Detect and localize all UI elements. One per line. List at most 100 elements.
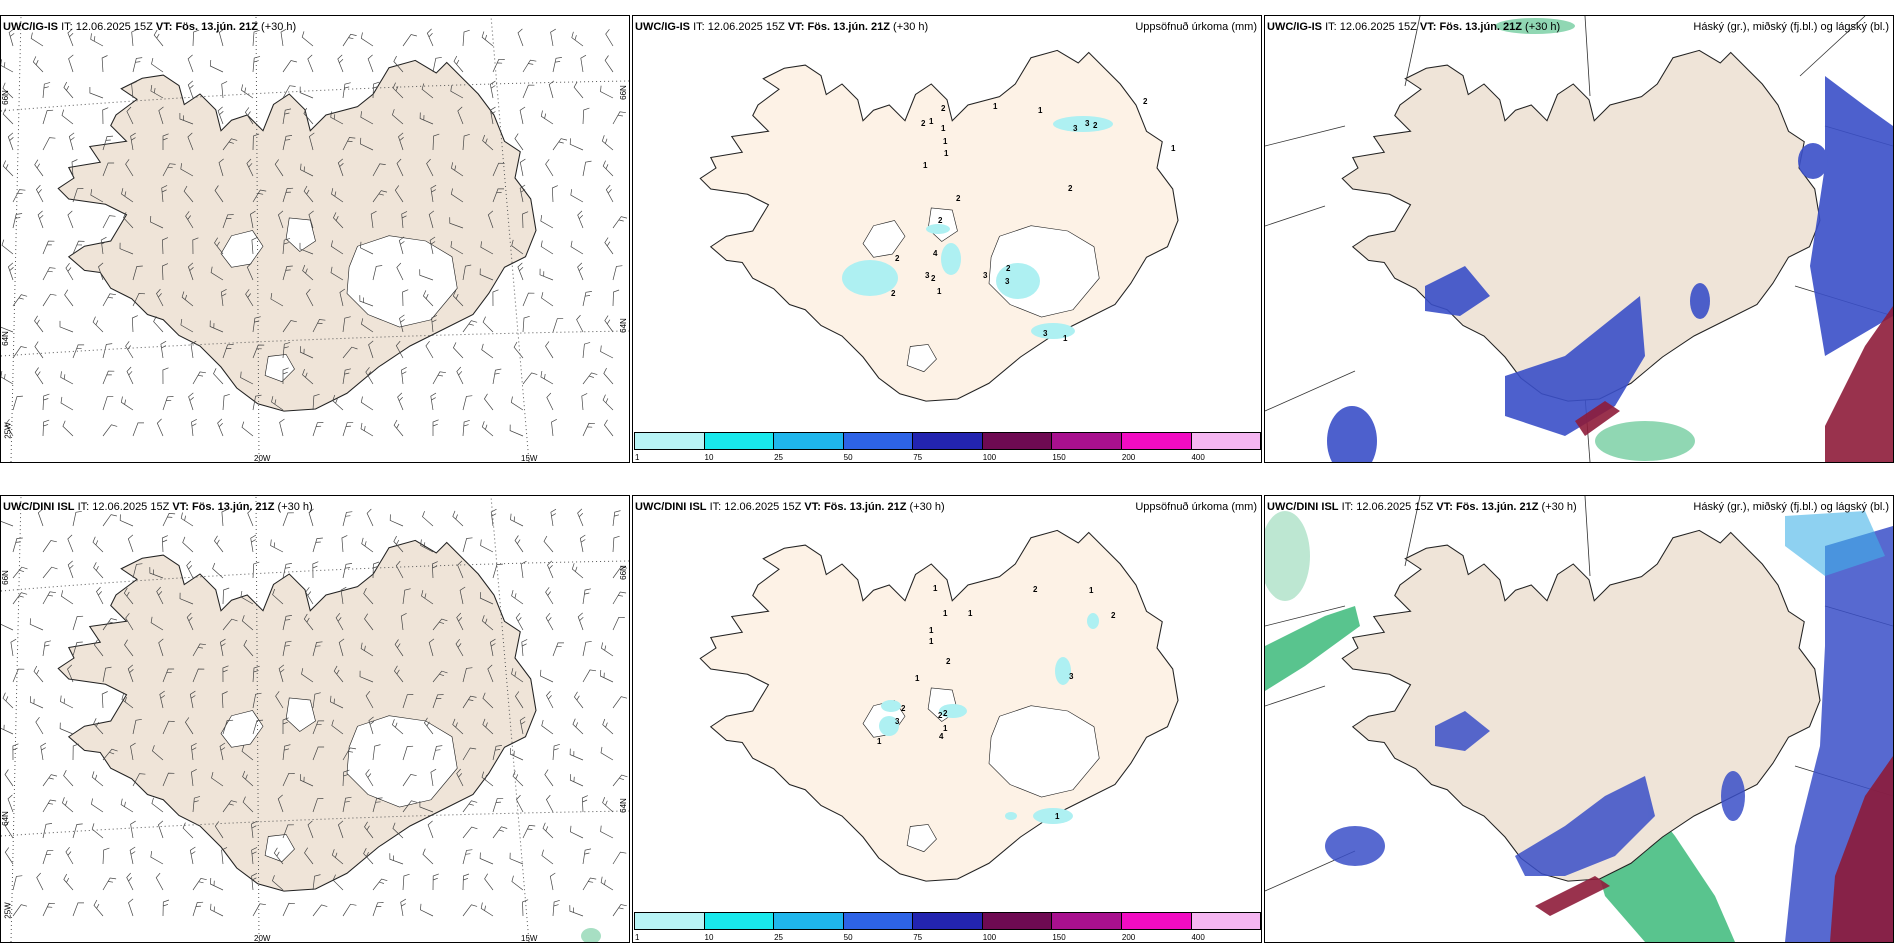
wind-barb	[312, 422, 324, 437]
wind-barb	[582, 640, 592, 657]
colorbar-swatch	[842, 912, 914, 930]
wind-barb	[102, 424, 118, 437]
wind-barb	[252, 665, 260, 683]
precip-amount-label: 2	[1111, 611, 1116, 620]
wind-barb	[72, 240, 85, 255]
wind-barb	[156, 418, 164, 437]
wind-barb	[277, 794, 284, 813]
wind-barb	[602, 394, 614, 411]
colorbar-tick-label: 100	[982, 453, 997, 462]
wind-barb	[156, 586, 164, 605]
wind-barb	[159, 690, 166, 709]
wind-barb	[12, 189, 26, 203]
wind-barb	[282, 744, 291, 761]
wind-barb	[125, 159, 134, 177]
wind-barb	[577, 612, 584, 631]
wind-barb	[361, 318, 374, 333]
wind-barb	[582, 877, 597, 891]
lon-label: 20W	[254, 454, 271, 463]
wind-barb	[312, 319, 326, 333]
wind-barb	[481, 615, 494, 631]
colorbar-tick-label: 1	[635, 933, 640, 942]
colorbar-tick-label: 50	[843, 933, 853, 942]
wind-barb	[545, 612, 554, 631]
wind-barb	[67, 534, 74, 553]
wind-barb	[462, 904, 478, 917]
wind-barb	[189, 846, 196, 865]
wind-barb	[582, 291, 592, 307]
wind-barb	[402, 588, 411, 605]
wind-barb	[452, 342, 464, 359]
wind-barb	[432, 371, 446, 385]
wind-barb	[299, 242, 314, 255]
wind-barb	[102, 343, 113, 359]
wind-barb	[161, 535, 168, 553]
wind-barb	[182, 536, 194, 553]
wind-barb	[521, 639, 528, 657]
precip-amount-label: 2	[938, 711, 943, 720]
wind-barb	[221, 847, 228, 865]
wind-barb	[102, 666, 112, 683]
wind-barb	[487, 664, 494, 683]
wind-barb	[426, 158, 434, 177]
wind-barb	[155, 872, 164, 891]
model-name: UWC/IG-IS	[3, 21, 58, 33]
panel-title: Háský (gr.), miðský (fj.bl.) og lágský (…	[1693, 501, 1889, 513]
wind-barb	[612, 566, 628, 579]
wind-barb	[552, 138, 568, 151]
wind-barb	[68, 132, 75, 151]
wind-barb	[372, 265, 383, 281]
wind-barb	[430, 392, 437, 411]
wind-barb	[63, 770, 74, 787]
wind-barb	[252, 344, 265, 359]
light-rain-areas	[879, 613, 1099, 824]
colorbar-swatch	[1051, 912, 1122, 930]
wind-barb	[450, 241, 464, 255]
wind-barb	[312, 904, 328, 917]
wind-barb	[549, 872, 556, 891]
wind-barb	[582, 422, 595, 437]
low-cloud-areas	[1535, 756, 1893, 942]
wind-barb	[100, 236, 107, 255]
wind-barb	[59, 320, 74, 333]
wind-barb	[42, 849, 54, 865]
wind-barb	[605, 29, 614, 47]
wind-barb	[484, 873, 494, 891]
wind-barb	[342, 769, 350, 787]
wind-barb	[1, 722, 14, 735]
wind-barb	[67, 560, 74, 579]
wind-barb	[127, 664, 134, 683]
wind-barb	[61, 590, 74, 605]
wind-barb	[342, 796, 352, 813]
precip-amount-label: 1	[944, 149, 949, 158]
wind-barb	[246, 158, 254, 177]
wind-barb	[282, 238, 291, 255]
wind-barb	[302, 264, 314, 281]
wind-barb	[72, 641, 83, 657]
wind-barb	[462, 849, 473, 865]
wind-barb	[8, 28, 15, 47]
wind-barb	[246, 262, 254, 281]
lat-label: 66N	[0, 570, 10, 585]
wind-barb	[150, 85, 164, 99]
wind-barb	[162, 237, 169, 255]
colorbar-swatch	[703, 432, 775, 450]
wind-barb	[60, 396, 74, 411]
wind-barb	[209, 59, 224, 73]
wind-barb	[579, 534, 586, 553]
wind-barb	[426, 28, 434, 47]
wind-barb	[151, 745, 164, 761]
precip-amount-label: 3	[1069, 672, 1074, 681]
wind-barb	[570, 825, 584, 839]
precip-amount-label: 2	[891, 289, 896, 298]
wind-barb	[581, 393, 588, 411]
wind-barb	[150, 215, 164, 229]
wind-barb	[102, 618, 117, 631]
wind-barb	[93, 718, 104, 735]
cloud-map-svg	[1265, 16, 1893, 462]
wind-barb	[601, 135, 614, 151]
precip-amount-label: 2	[1143, 97, 1148, 106]
colorbar-tick-label: 400	[1191, 453, 1205, 462]
wind-barb	[603, 419, 614, 437]
